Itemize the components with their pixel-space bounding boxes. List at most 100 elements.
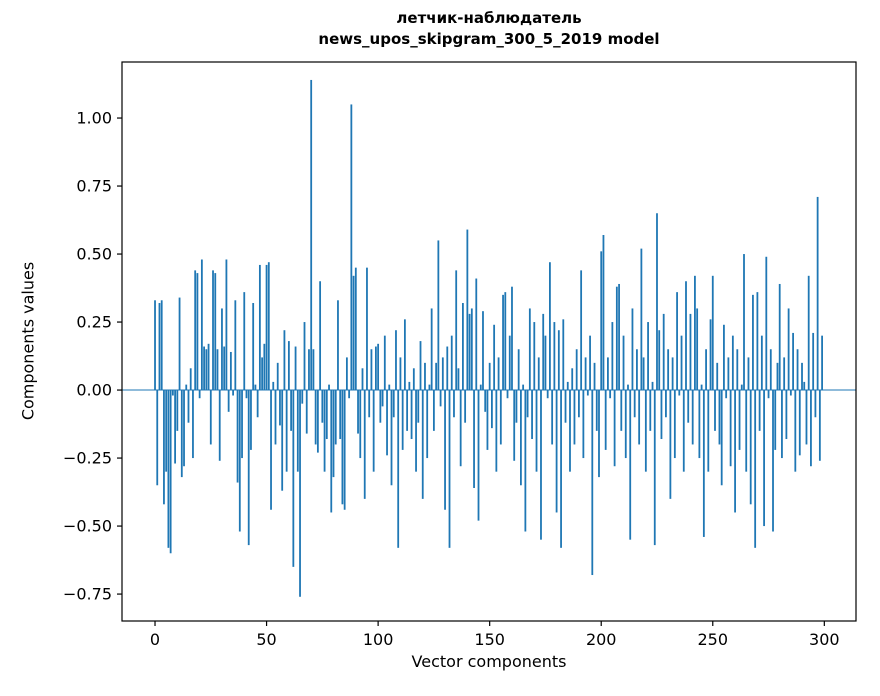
bar (620, 390, 623, 431)
bar (493, 324, 496, 391)
bar (618, 283, 620, 391)
chart-title: летчик-наблюдатель news_upos_skipgram_30… (318, 8, 659, 50)
bar (312, 349, 315, 391)
bar (296, 390, 299, 472)
bar (408, 381, 411, 391)
bar (607, 357, 609, 391)
bar (814, 390, 817, 418)
bar (446, 346, 449, 391)
bar (533, 322, 536, 391)
bar (444, 390, 446, 510)
bar (477, 390, 480, 521)
bar (787, 308, 790, 391)
bar (392, 390, 395, 418)
bar (354, 267, 357, 391)
bar (455, 270, 458, 391)
bar (578, 390, 580, 418)
bar (163, 390, 165, 505)
bar (575, 349, 578, 391)
bar (812, 332, 815, 391)
bar (203, 346, 205, 391)
bar (540, 390, 542, 540)
bar (171, 390, 174, 396)
bar (555, 390, 558, 513)
bar (412, 368, 415, 391)
bar (383, 335, 386, 391)
bar (229, 351, 232, 391)
bar (781, 390, 783, 459)
bar (694, 275, 696, 391)
bar (803, 381, 806, 391)
bar (789, 390, 792, 396)
bar (747, 357, 750, 391)
bar (399, 357, 402, 391)
bar (531, 390, 533, 440)
bar (810, 390, 812, 467)
bar (319, 281, 322, 391)
bar (705, 349, 707, 391)
bar (566, 381, 569, 391)
bar (403, 319, 406, 391)
bar (381, 390, 384, 407)
bar (767, 390, 770, 399)
bar (194, 270, 197, 391)
bar (167, 390, 170, 548)
bar (363, 390, 366, 499)
y-tick-label: 0.50 (76, 245, 112, 264)
bar (374, 346, 377, 391)
bar (624, 390, 627, 459)
bar (593, 362, 596, 391)
bar (484, 390, 487, 412)
bar (497, 357, 500, 391)
bar (397, 390, 400, 548)
bar (160, 300, 163, 391)
bar (796, 349, 799, 391)
bar (689, 313, 692, 391)
bar (611, 322, 614, 391)
bar (801, 362, 803, 391)
bar (696, 308, 699, 391)
bar (526, 390, 529, 418)
bar (267, 262, 270, 391)
bar (196, 273, 199, 391)
bar (807, 275, 810, 391)
bar (450, 335, 453, 391)
bar (459, 390, 462, 467)
bar (482, 311, 484, 391)
bar (736, 349, 739, 391)
bar (685, 281, 687, 391)
bar (301, 390, 304, 404)
bar (281, 390, 284, 491)
bar (504, 292, 507, 391)
bar (571, 368, 574, 391)
bar (544, 335, 547, 391)
bar (254, 384, 257, 391)
bar (636, 349, 638, 391)
bar (520, 390, 522, 486)
bar (424, 362, 426, 391)
bar (401, 390, 404, 450)
bar (395, 330, 397, 391)
bar (731, 335, 734, 391)
bar (343, 390, 346, 510)
bar (223, 346, 226, 391)
bar (798, 390, 801, 456)
bar (270, 390, 272, 510)
bar (419, 341, 422, 391)
bar (785, 390, 788, 440)
y-tick-label: −0.75 (63, 585, 112, 604)
bar (388, 384, 391, 391)
bar (479, 384, 482, 391)
bar (524, 390, 527, 532)
bar (745, 390, 748, 472)
bar (250, 390, 252, 450)
bar (339, 390, 342, 440)
bar (586, 390, 589, 396)
bar (718, 390, 721, 445)
bar (584, 357, 587, 391)
bar (470, 308, 473, 391)
bar (428, 384, 431, 391)
bar (221, 308, 223, 391)
bar (341, 390, 344, 505)
